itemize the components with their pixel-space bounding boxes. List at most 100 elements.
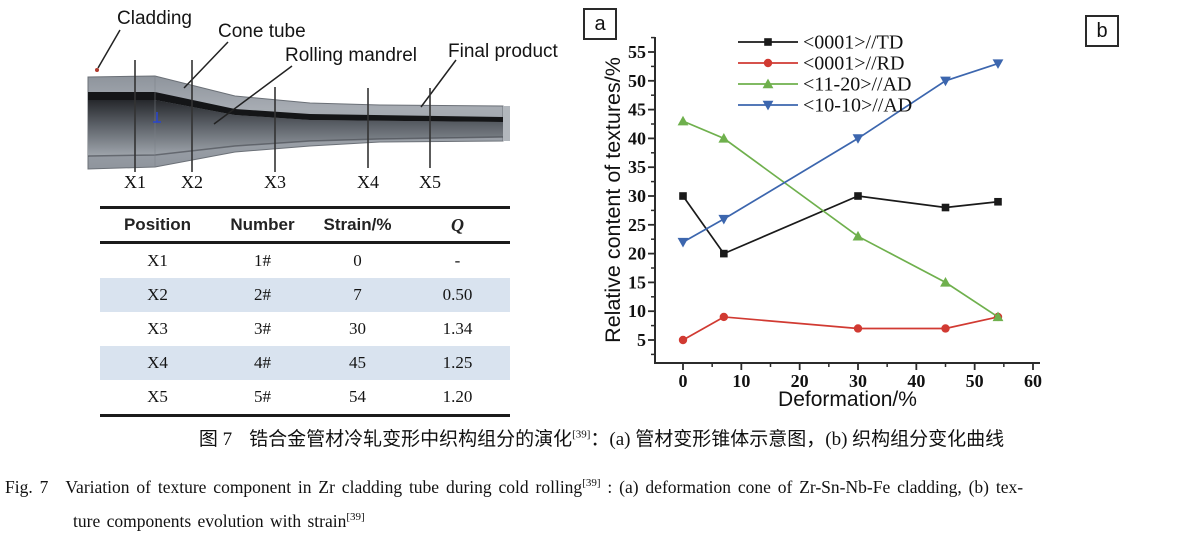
- panel-b-tag: b: [1085, 15, 1119, 47]
- leader-rolling-mandrel: [213, 65, 293, 125]
- caption-zh: 图 7 锆合金管材冷轧变形中织构组分的演化[39]：(a) 管材变形锥体示意图，(…: [0, 424, 1203, 451]
- table-cell: X3: [147, 319, 168, 338]
- table-row: X2 2# 7 0.50: [100, 278, 510, 312]
- data-point: [992, 311, 1004, 322]
- caption-zh-rest: ：(a) 管材变形锥体示意图，(b) 织构组分变化曲线: [590, 429, 1005, 450]
- caption-en-line1: Fig. 7 Variation of texture component in …: [5, 477, 1199, 498]
- caption-en-rest: : (a) deformation cone of Zr-Sn-Nb-Fe cl…: [600, 477, 1024, 497]
- table-cell: 1#: [254, 251, 271, 270]
- y-tick-label: 15: [628, 272, 646, 292]
- label-rolling-mandrel: Rolling mandrel: [285, 45, 417, 66]
- y-tick-label: 5: [637, 330, 646, 350]
- caption-en-ref1: [39]: [582, 477, 601, 490]
- y-tick-label: 55: [628, 42, 646, 62]
- table-row: X3 3# 30 1.34: [100, 312, 510, 346]
- data-point: [720, 249, 728, 258]
- marker-label-x2: X2: [181, 172, 203, 192]
- axes: [654, 37, 1040, 364]
- table-cell: 5#: [254, 387, 271, 406]
- caption-en-line2: ture components evolution with strain[39…: [73, 511, 365, 532]
- table-cell: 1.25: [442, 353, 473, 372]
- data-point: [940, 76, 951, 87]
- legend-label: <10-10>//AD: [803, 95, 912, 117]
- panel-a-tag: a: [583, 8, 617, 40]
- legend-label: <0001>//TD: [803, 32, 903, 54]
- table-cell: 0: [353, 251, 362, 270]
- table-cell: 4#: [254, 353, 271, 372]
- data-point: [994, 197, 1002, 206]
- data-point: [854, 192, 862, 200]
- marker-label-x1: X1: [124, 172, 146, 192]
- cad-axis-marker: [153, 112, 161, 123]
- table-cell: 54: [349, 387, 366, 406]
- data-point: [718, 214, 730, 225]
- x-tick-label: 10: [732, 371, 750, 391]
- y-tick-label: 20: [628, 244, 646, 264]
- deformation-cone-diagram: Cladding Cone tube Rolling mandrel Final…: [87, 8, 559, 192]
- data-point: [853, 324, 863, 333]
- y-tick-label: 25: [628, 215, 646, 235]
- data-point: [718, 133, 730, 143]
- x-tick-label: 50: [966, 371, 984, 391]
- caption-en-main: Variation of texture component in Zr cla…: [65, 477, 583, 497]
- leader-cone-tube: [183, 41, 229, 89]
- data-point: [679, 192, 687, 200]
- table-cell: X4: [147, 353, 168, 372]
- col-header-number: Number: [215, 207, 310, 244]
- y-axis-label: Relative content of textures/%: [601, 57, 625, 343]
- leader-cladding: [97, 29, 121, 69]
- legend-label: <0001>//RD: [803, 53, 904, 75]
- caption-zh-prefix: 图 7: [198, 429, 233, 450]
- table-row: X5 5# 54 1.20: [100, 380, 510, 416]
- mandrel-lower-edge: [87, 136, 504, 157]
- table-cell: 2#: [254, 285, 271, 304]
- table-cell: X2: [147, 285, 168, 304]
- texture-chart: 5 10 15 20 25 30 35 40 45 50 55 0 10 20 30 40 50 60 Deform…: [601, 32, 1042, 412]
- legend-label: <11-20>//AD: [803, 74, 911, 96]
- data-point: [763, 58, 773, 68]
- marker-label-x5: X5: [419, 172, 441, 192]
- data-point: [762, 100, 774, 111]
- col-header-q: Q: [405, 207, 510, 244]
- data-point: [678, 335, 688, 345]
- table-cell: -: [454, 251, 461, 270]
- cladding-leader-dot: [95, 68, 99, 72]
- data-point: [764, 38, 772, 46]
- marker-label-x3: X3: [264, 172, 286, 192]
- table-cell: 3#: [254, 319, 271, 338]
- y-tick-label: 35: [628, 157, 646, 177]
- caption-en-prefix: Fig. 7: [5, 477, 49, 497]
- col-header-strain: Strain/%: [310, 207, 405, 244]
- table-header-row: Position Number Strain/% Q: [100, 207, 510, 244]
- table-row: X1 1# 0 -: [100, 243, 510, 279]
- data-point: [940, 277, 951, 287]
- y-tick-label: 30: [628, 186, 646, 206]
- x-tick-label: 60: [1024, 371, 1042, 391]
- table-cell: 45: [349, 353, 366, 372]
- y-tick-label: 50: [628, 71, 646, 91]
- col-header-position: Position: [100, 207, 215, 244]
- table-row: X4 4# 45 1.25: [100, 346, 510, 380]
- strain-table: Position Number Strain/% Q X1 1# 0 - X2 2# 7 0.…: [100, 206, 510, 417]
- table-cell: 7: [353, 285, 362, 304]
- caption-zh-main: 锆合金管材冷轧变形中织构组分的演化: [249, 429, 573, 450]
- data-point: [677, 115, 689, 126]
- table-cell: 1.34: [442, 319, 473, 338]
- data-point: [762, 78, 774, 89]
- label-cladding: Cladding: [117, 8, 192, 29]
- data-point: [941, 203, 950, 212]
- leader-final-product: [420, 59, 457, 108]
- data-point: [941, 324, 950, 333]
- data-point: [852, 230, 864, 241]
- y-tick-label: 40: [628, 128, 646, 148]
- label-final-product: Final product: [448, 41, 559, 62]
- data-point: [677, 237, 689, 248]
- y-tick-label: 45: [628, 100, 646, 120]
- x-tick-label: 20: [791, 371, 809, 391]
- data-point: [719, 312, 729, 322]
- series-line: [682, 316, 999, 341]
- x-axis-label: Deformation/%: [778, 388, 917, 411]
- table-body: X1 1# 0 - X2 2# 7 0.50 X3 3# 30 1.34 X4 4# 45 1.25 X5 5# 5…: [100, 243, 510, 416]
- x-tick-label: 40: [907, 371, 925, 391]
